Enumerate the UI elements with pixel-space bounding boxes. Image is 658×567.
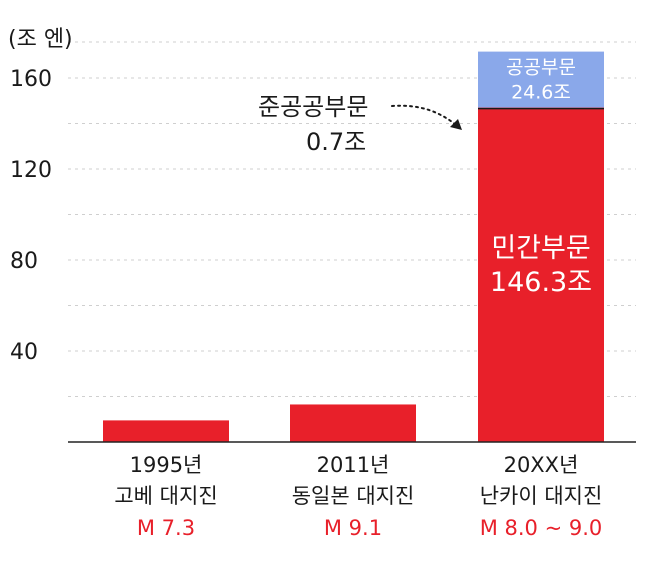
category-magnitude: M 8.0 ~ 9.0 [480, 516, 603, 540]
category-year: 20XX년 [504, 453, 579, 477]
category-year: 2011년 [317, 453, 390, 477]
y-axis-ticks: 40 80 120 160 [10, 67, 52, 365]
y-tick-label: 40 [10, 340, 38, 365]
y-tick-label: 80 [10, 249, 38, 274]
annotation-arrow-head [450, 119, 462, 130]
category-name: 고베 대지진 [114, 484, 217, 508]
category-name: 동일본 대지진 [292, 484, 415, 508]
category-name: 난카이 대지진 [480, 484, 603, 508]
annotation-value: 0.7조 [306, 128, 366, 156]
bar-private [103, 420, 229, 442]
category-magnitude: M 7.3 [137, 516, 195, 540]
bar-public [478, 51, 604, 108]
public-segment-value: 24.6조 [511, 82, 571, 104]
y-tick-label: 160 [10, 67, 52, 92]
private-segment-value: 146.3조 [490, 267, 592, 298]
y-tick-label: 120 [10, 158, 52, 183]
category-year: 1995년 [130, 453, 203, 477]
annotation-arrow-line [391, 104, 457, 126]
annotation-name: 준공공부문 [258, 93, 368, 121]
private-segment-name: 민간부문 [491, 233, 590, 264]
bar-private [290, 404, 416, 442]
semi-public-annotation: 준공공부문 0.7조 [258, 93, 462, 156]
bar-private [478, 109, 604, 442]
y-unit-label: (조 엔) [8, 27, 73, 52]
category-magnitude: M 9.1 [324, 516, 382, 540]
public-segment-name: 공공부문 [506, 57, 576, 79]
